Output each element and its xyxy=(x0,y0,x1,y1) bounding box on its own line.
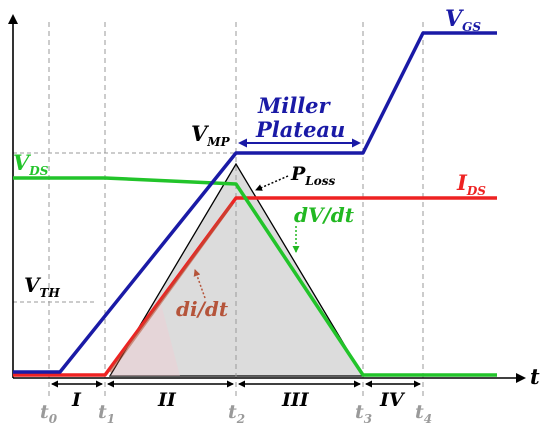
tick-t2-sub: 2 xyxy=(236,412,245,426)
vmp-label-main: V xyxy=(191,121,210,146)
region-label-1: I xyxy=(71,389,82,411)
dvdt-label: dV/dt xyxy=(294,203,355,227)
tick-t1-main: t xyxy=(98,401,107,423)
didt-label: di/dt xyxy=(176,297,229,321)
tick-t1-sub: 1 xyxy=(107,412,115,426)
vds-label: VDS xyxy=(13,150,49,178)
tick-t4: t4 xyxy=(415,401,432,426)
tick-t3-main: t xyxy=(355,401,364,423)
ids-label-main: I xyxy=(456,170,468,195)
vgs-waveform xyxy=(13,31,497,374)
tick-t4-sub: 4 xyxy=(424,412,432,426)
ids-label: IDS xyxy=(456,170,486,198)
ploss-label: PLoss xyxy=(290,163,335,188)
vgs-label-main: V xyxy=(445,6,464,32)
vds-waveform xyxy=(13,176,497,377)
didt-pointer xyxy=(193,269,206,299)
tick-t0-main: t xyxy=(40,401,49,423)
ploss-label-main: P xyxy=(290,163,306,185)
region-label-2: II xyxy=(157,389,177,411)
miller-label-line1: Miller xyxy=(257,93,332,118)
ids-label-sub: DS xyxy=(466,184,486,198)
vds-label-main: V xyxy=(13,150,32,175)
vth-label-sub: TH xyxy=(40,286,61,300)
ploss-pointer xyxy=(255,175,289,191)
vth-label: VTH xyxy=(24,273,60,300)
didt-segment xyxy=(108,203,234,373)
tick-t0: t0 xyxy=(40,401,58,426)
time-axis-label: t xyxy=(530,364,540,389)
tick-t4-main: t xyxy=(415,401,424,423)
level-guides xyxy=(13,152,236,303)
ploss-label-sub: Loss xyxy=(304,174,335,188)
vds-label-sub: DS xyxy=(28,164,48,178)
tick-t2: t2 xyxy=(228,401,245,426)
vmp-label-sub: MP xyxy=(206,135,230,149)
tick-t2-main: t xyxy=(228,401,237,423)
overlap-tint xyxy=(110,300,180,376)
tick-t3-sub: 3 xyxy=(364,412,372,426)
region-label-3: III xyxy=(281,389,310,411)
vmp-label: VMP xyxy=(191,121,231,149)
vgs-label: VGS xyxy=(445,6,481,34)
tick-t3: t3 xyxy=(355,401,372,426)
tick-t0-sub: 0 xyxy=(49,412,58,426)
region-label-4: IV xyxy=(379,389,406,411)
vgs-label-sub: GS xyxy=(462,20,481,34)
miller-label-line2: Plateau xyxy=(255,117,345,142)
tick-t1: t1 xyxy=(98,401,115,426)
vth-label-main: V xyxy=(24,273,42,297)
